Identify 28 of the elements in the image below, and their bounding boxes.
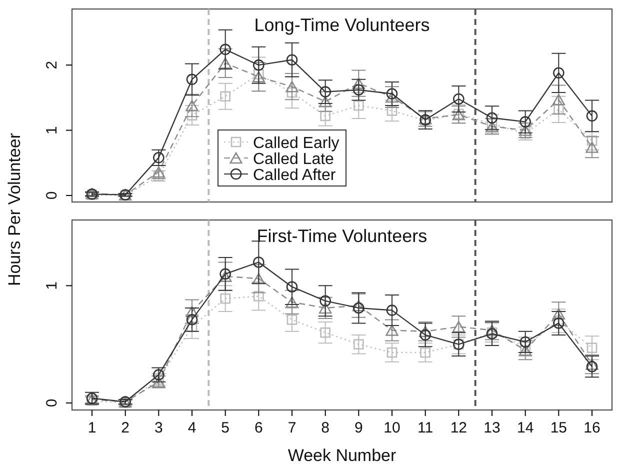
y-axis-title: Hours Per Volunteer xyxy=(5,132,24,286)
x-tick-label: 12 xyxy=(450,420,468,437)
x-axis-title: Week Number xyxy=(288,446,396,465)
x-tick-label: 13 xyxy=(484,420,500,437)
y-tick-label: 2 xyxy=(44,60,60,70)
chart-title: First-Time Volunteers xyxy=(256,226,428,246)
y-tick-label: 1 xyxy=(44,126,60,134)
x-tick-label: 15 xyxy=(550,420,568,437)
x-tick-label: 11 xyxy=(418,420,434,437)
x-tick-label: 1 xyxy=(88,420,96,437)
x-tick-label: 8 xyxy=(321,420,330,437)
x-tick-label: 10 xyxy=(384,420,400,437)
chart-title: Long-Time Volunteers xyxy=(254,15,430,35)
y-tick-label: 0 xyxy=(44,398,60,408)
x-tick-label: 7 xyxy=(288,420,296,437)
x-tick-label: 2 xyxy=(121,420,130,437)
y-tick-label: 0 xyxy=(44,191,60,200)
x-tick-label: 9 xyxy=(354,420,363,437)
x-tick-label: 16 xyxy=(584,420,600,437)
legend-label: Called Late xyxy=(253,151,334,168)
x-tick-label: 5 xyxy=(221,420,230,437)
x-tick-label: 14 xyxy=(516,420,534,437)
legend-label: Called After xyxy=(253,167,336,184)
x-tick-label: 3 xyxy=(154,420,163,437)
x-tick-label: 4 xyxy=(188,420,196,437)
y-tick-label: 1 xyxy=(44,282,60,290)
x-tick-label: 6 xyxy=(254,420,263,437)
legend-label: Called Early xyxy=(253,135,340,152)
